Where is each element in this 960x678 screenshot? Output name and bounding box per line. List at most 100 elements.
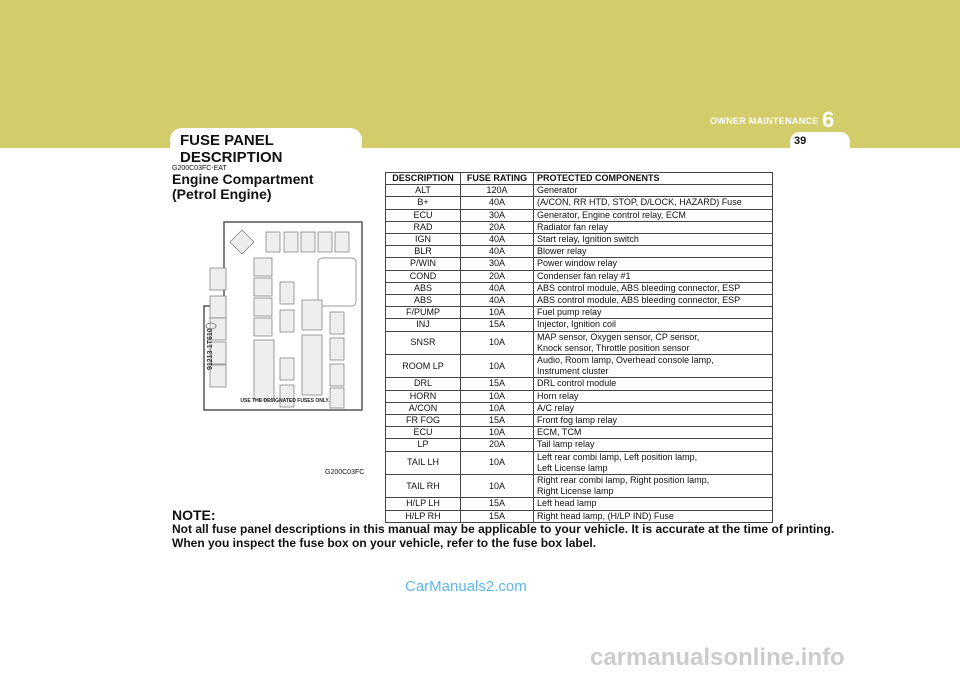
table-row: ECU 30A Generator, Engine control relay, E… (385, 208, 773, 222)
component-line: Right rear combi lamp, Right position la… (537, 475, 710, 486)
fuse-description: RAD (385, 220, 461, 235)
table-row: RAD 20A Radiator fan relay (385, 220, 773, 235)
table-row: LP 20A Tail lamp relay (385, 438, 773, 452)
page-title: Engine Compartment (Petrol Engine) (172, 172, 314, 202)
component-line: Condenser fan relay #1 (537, 270, 631, 281)
chapter-number: 6 (822, 107, 835, 132)
fuse-description: ROOM LP (385, 354, 461, 379)
protected-components: Power window relay (533, 257, 773, 271)
fuse-rating: 10A (460, 330, 534, 356)
fuse-rating: 15A (460, 377, 534, 391)
table-row: F/PUMP 10A Fuel pump relay (385, 306, 773, 320)
fuse-rating: 10A (460, 450, 534, 476)
component-line: ECM, TCM (537, 427, 582, 438)
fuse-rating: 10A (460, 389, 534, 403)
protected-components: Tail lamp relay (533, 438, 773, 452)
fuse-description: COND (385, 269, 461, 283)
table-row: ABS 40A ABS control module, ABS bleeding c… (385, 294, 773, 308)
table-row: TAIL LH 10A Left rear combi lamp, Left pos… (385, 450, 773, 476)
fuse-rating: 20A (460, 269, 534, 283)
fuse-description: LP (385, 438, 461, 452)
component-line: Fuel pump relay (537, 307, 602, 318)
section-code: G200C03FC-EAT (172, 165, 227, 172)
fuse-description: IGN (385, 233, 461, 247)
protected-components: Horn relay (533, 389, 773, 403)
fuse-rating: 20A (460, 220, 534, 235)
protected-components: ECM, TCM (533, 426, 773, 440)
component-line: A/C relay (537, 402, 575, 413)
fuse-box-diagram: 91213-1T610 USE THE DESIGNATED FUSES ONL… (203, 221, 363, 411)
watermark: carmanualsonline.info (590, 644, 845, 671)
protected-components: DRL control module (533, 377, 773, 391)
table-row: B+ 40A (A/CON, RR HTD, STOP, D/LOCK, HAZAR… (385, 196, 773, 210)
protected-components: Injector, Ignition coil (533, 318, 773, 332)
fuse-rating: 10A (460, 474, 534, 499)
page-number: 39 (794, 135, 807, 147)
protected-components: Generator, Engine control relay, ECM (533, 208, 773, 222)
fuse-description: TAIL LH (385, 450, 461, 476)
fuse-description: F/PUMP (385, 306, 461, 320)
note-heading: NOTE: (172, 507, 216, 523)
protected-components: Radiator fan relay (533, 220, 773, 235)
protected-components: Start relay, Ignition switch (533, 233, 773, 247)
fuse-rating: 15A (460, 318, 534, 332)
table-row: H/LP LH 15A Left head lamp (385, 497, 773, 511)
fuse-rating: 10A (460, 401, 534, 416)
protected-components: Blower relay (533, 245, 773, 259)
component-line: Instrument cluster (537, 366, 609, 377)
table-row: SNSR 10A MAP sensor, Oxygen sensor, CP sen… (385, 330, 773, 356)
fuse-description: SNSR (385, 330, 461, 356)
component-line: Knock sensor, Throttle position sensor (537, 342, 690, 353)
fuse-warning: USE THE DESIGNATED FUSES ONLY. (240, 398, 330, 404)
table-row: H/LP RH 15A Right head lamp, (H/LP IND) Fu… (385, 509, 773, 523)
protected-components: (A/CON, RR HTD, STOP, D/LOCK, HAZARD) Fu… (533, 196, 773, 210)
fuse-description: H/LP RH (385, 509, 461, 523)
fuse-rating: 10A (460, 426, 534, 440)
table-row: INJ 15A Injector, Ignition coil (385, 318, 773, 332)
component-line: Injector, Ignition coil (537, 319, 617, 330)
fuse-rating: 40A (460, 294, 534, 308)
protected-components: Generator (533, 184, 773, 198)
figure-code: G200C03FC (325, 469, 365, 476)
fuse-rating: 40A (460, 281, 534, 296)
fuse-rating: 20A (460, 438, 534, 452)
fuse-rating: 15A (460, 414, 534, 428)
protected-components: Left rear combi lamp, Left position lamp… (533, 450, 773, 476)
table-row: BLR 40A Blower relay (385, 245, 773, 259)
fuse-description: ALT (385, 184, 461, 198)
fuse-description: FR FOG (385, 414, 461, 428)
table-row: IGN 40A Start relay, Ignition switch (385, 233, 773, 247)
watermark-link[interactable]: CarManuals2.com (405, 578, 527, 595)
fuse-rating: 30A (460, 208, 534, 222)
component-line: Right head lamp, (H/LP IND) Fuse (537, 510, 674, 521)
table-row: ECU 10A ECM, TCM (385, 426, 773, 440)
fuse-description: INJ (385, 318, 461, 332)
component-line: ABS control module, ABS bleeding connect… (537, 282, 741, 293)
section-tab: FUSE PANEL DESCRIPTION (170, 128, 362, 166)
table-row: A/CON 10A A/C relay (385, 401, 773, 416)
table-row: COND 20A Condenser fan relay #1 (385, 269, 773, 283)
section-title: OWNER MAINTENANCE (710, 116, 819, 126)
title-line: Engine Compartment (172, 171, 314, 187)
part-number: 91213-1T610 (207, 328, 214, 370)
component-line: Generator, Engine control relay, ECM (537, 209, 686, 220)
component-line: Tail lamp relay (537, 439, 595, 450)
component-line: MAP sensor, Oxygen sensor, CP sensor, (537, 331, 700, 342)
table-row: ROOM LP 10A Audio, Room lamp, Overhead con… (385, 354, 773, 379)
protected-components: Audio, Room lamp, Overhead console lamp,… (533, 354, 773, 379)
component-line: Power window relay (537, 258, 618, 269)
protected-components: Right head lamp, (H/LP IND) Fuse (533, 509, 773, 523)
table-row: DRL 15A DRL control module (385, 377, 773, 391)
component-line: DRL control module (537, 378, 617, 389)
table-header-row: DESCRIPTION FUSE RATING PROTECTED COMPON… (385, 171, 773, 186)
fuse-description: ABS (385, 281, 461, 296)
fuse-rating: 10A (460, 354, 534, 379)
protected-components: Fuel pump relay (533, 306, 773, 320)
component-line: Front fog lamp relay (537, 415, 618, 426)
component-line: Left rear combi lamp, Left position lamp… (537, 451, 698, 462)
table-row: ALT 120A Generator (385, 184, 773, 198)
component-line: Blower relay (537, 246, 587, 257)
fuse-description: ECU (385, 426, 461, 440)
fuse-description: TAIL RH (385, 474, 461, 499)
protected-components: Front fog lamp relay (533, 414, 773, 428)
